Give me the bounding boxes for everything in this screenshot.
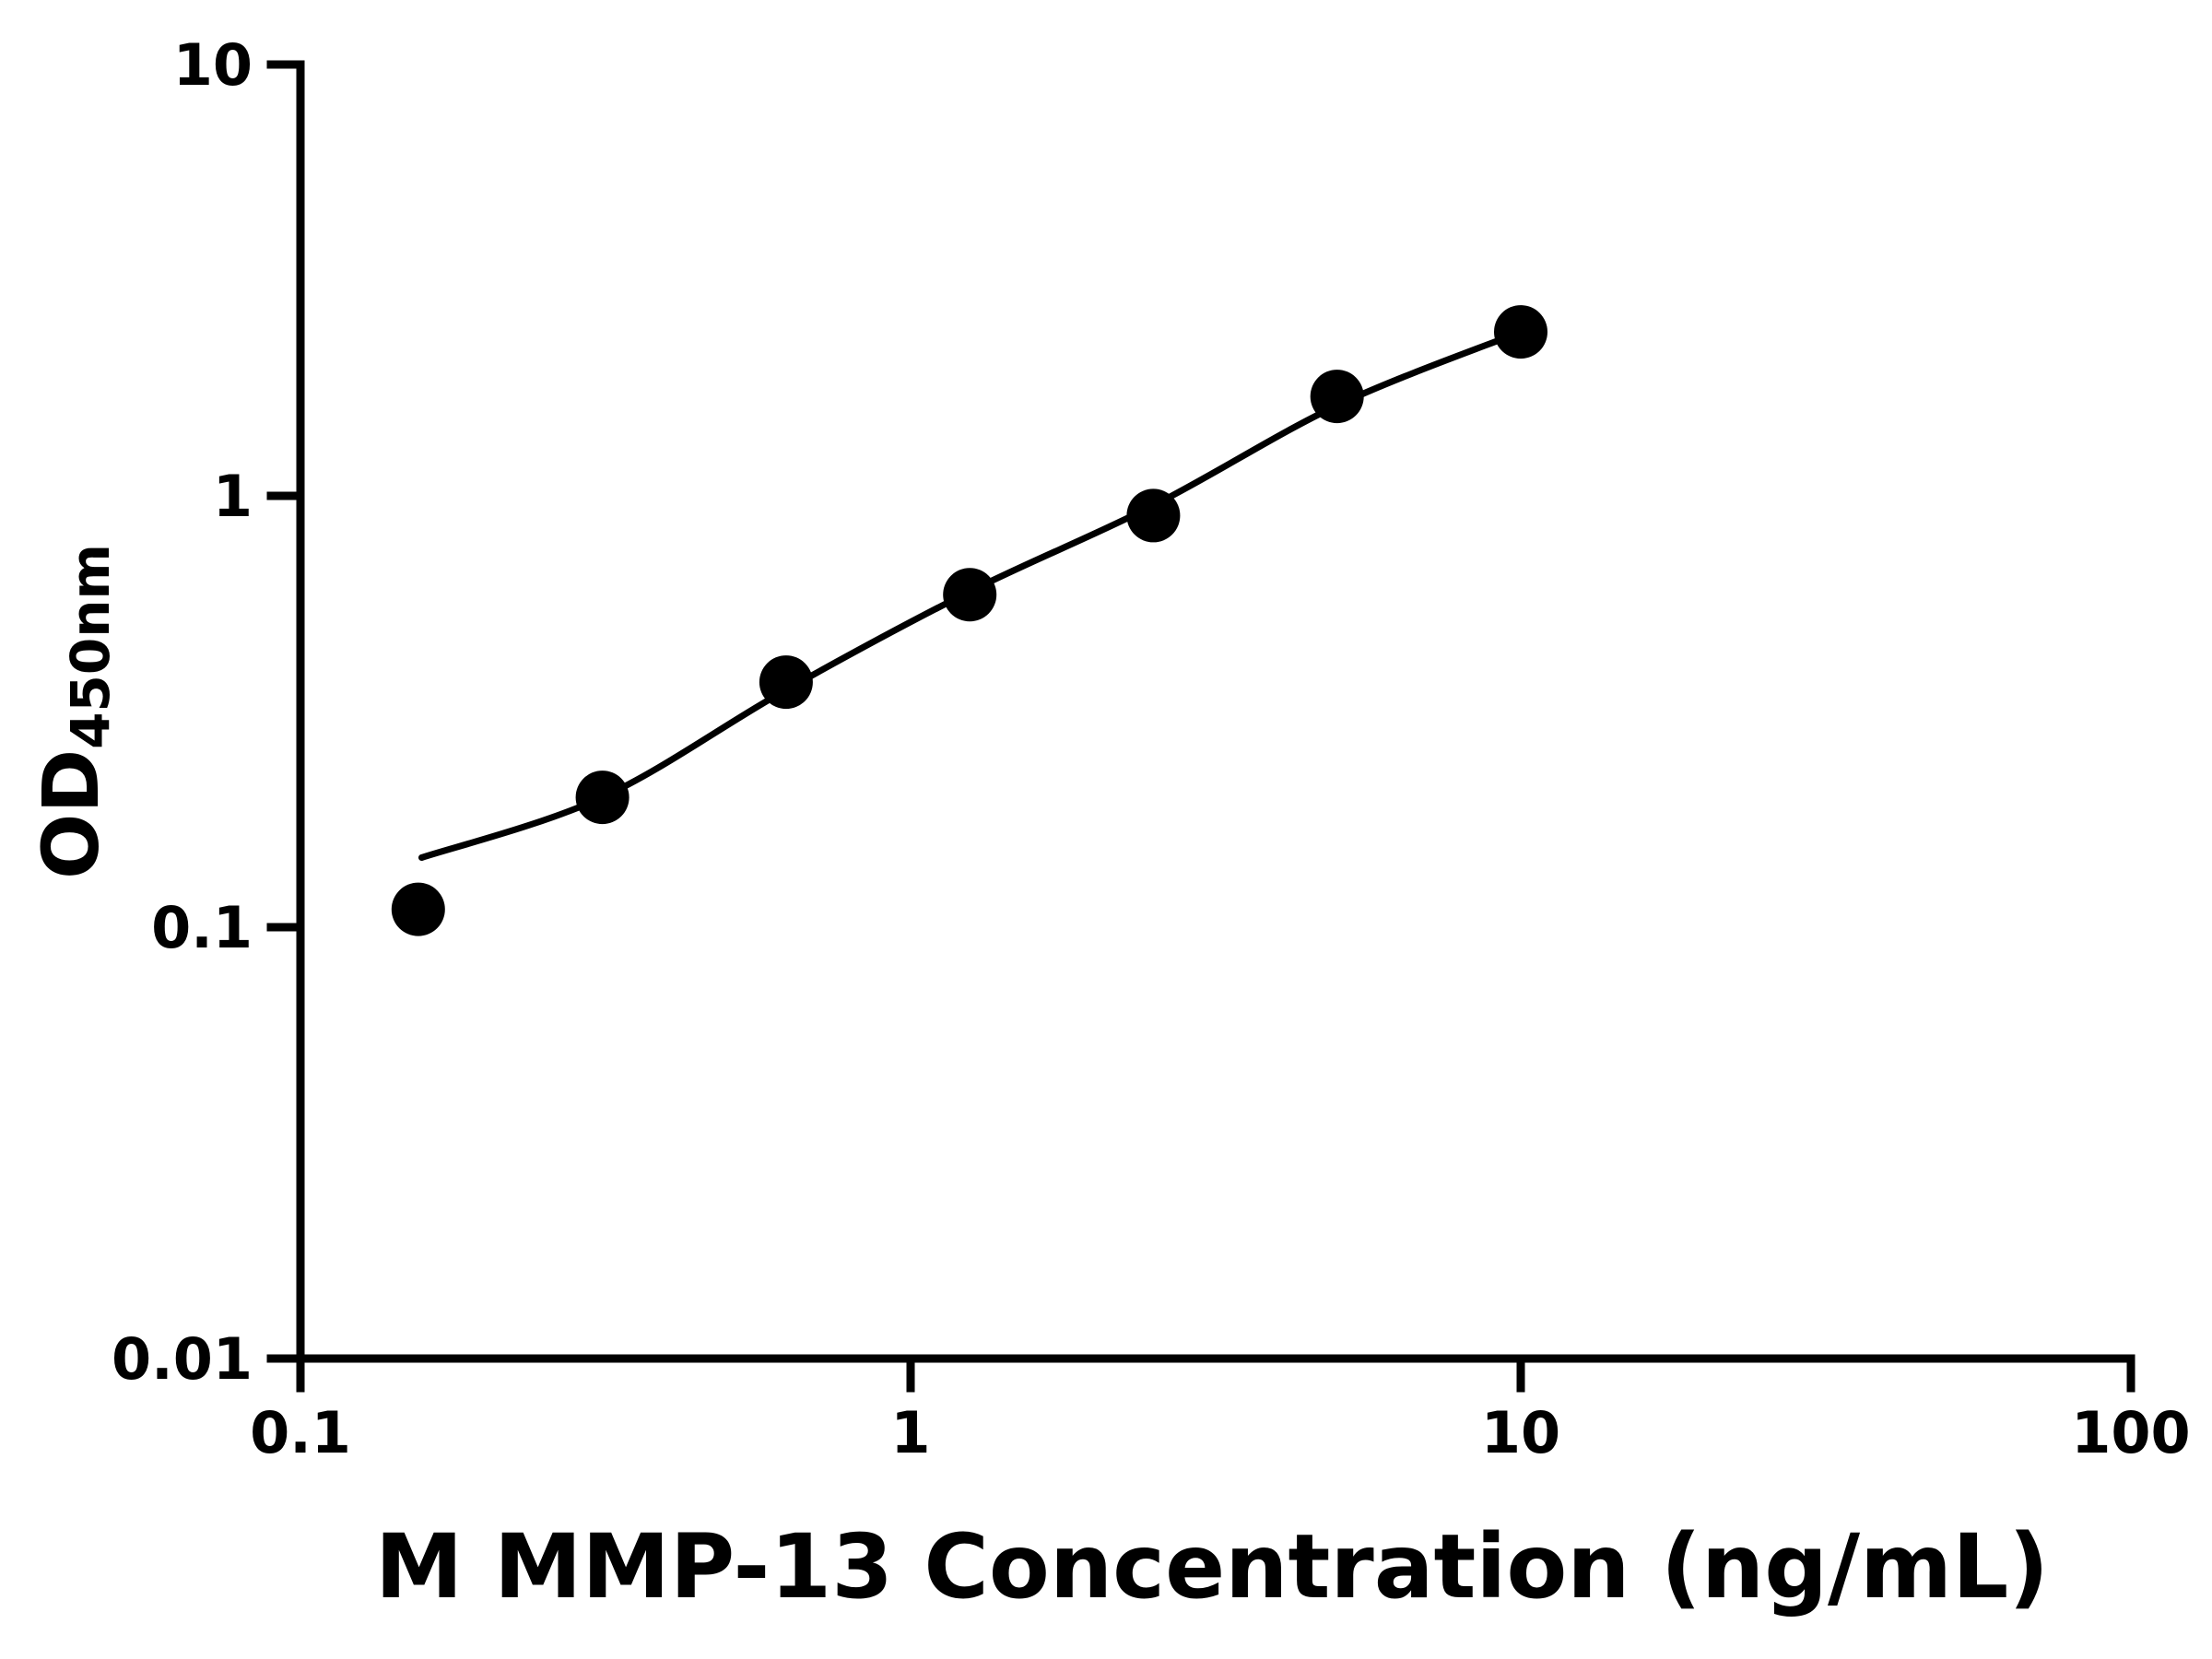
x-axis-title: M MMP-13 Concentration (ng/mL) — [374, 1515, 2050, 1618]
y-axis-title-main: OD — [26, 748, 116, 879]
data-point — [943, 568, 997, 622]
y-tick-label: 1 — [213, 463, 253, 530]
y-axis-title-sub: 450nm — [59, 544, 122, 749]
data-point — [1310, 370, 1364, 424]
data-point — [391, 882, 445, 936]
data-point — [759, 655, 813, 710]
x-tick-label: 10 — [1481, 1399, 1560, 1466]
data-point — [1494, 305, 1547, 359]
y-tick-label: 0.1 — [151, 894, 253, 961]
data-point — [1126, 488, 1181, 543]
x-tick-label: 100 — [2071, 1399, 2190, 1466]
y-tick-label: 10 — [173, 31, 253, 99]
data-point — [575, 771, 629, 825]
y-axis-title: OD450nm — [26, 544, 122, 879]
x-tick-label: 1 — [890, 1399, 930, 1466]
y-tick-label: 0.01 — [112, 1325, 253, 1393]
x-tick-label: 0.1 — [250, 1399, 351, 1466]
